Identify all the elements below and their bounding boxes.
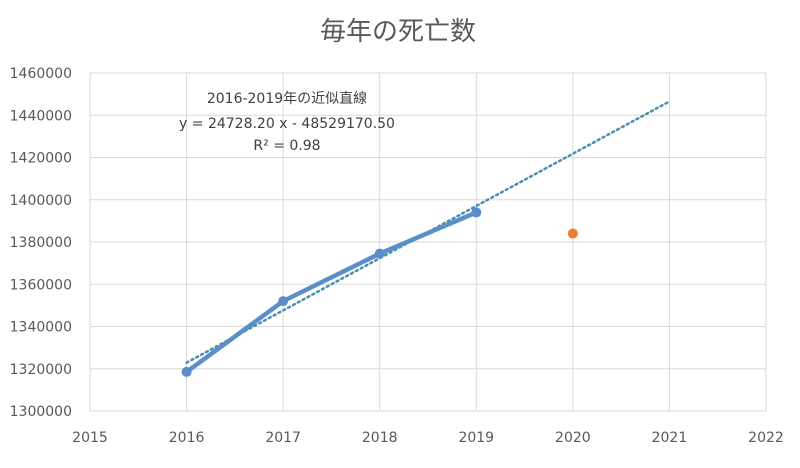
x-tick-label: 2019 xyxy=(458,430,494,446)
grid xyxy=(89,72,767,412)
x-tick-label: 2017 xyxy=(265,430,301,446)
data-point xyxy=(181,366,192,377)
data-point xyxy=(278,296,289,307)
x-axis-ticks: 2015 2016 2017 2018 2019 2020 2021 2022 xyxy=(72,430,784,446)
x-tick-label: 2015 xyxy=(72,430,108,446)
trendline-annotation: 2016-2019年の近似直線 y = 24728.20 x - 4852917… xyxy=(179,90,395,154)
series-layer xyxy=(181,207,578,377)
y-tick-label: 1380000 xyxy=(10,235,72,251)
chart-title: 毎年の死亡数 xyxy=(320,17,476,47)
y-axis-ticks: 1300000 1320000 1340000 1360000 1380000 14000… xyxy=(10,66,72,420)
y-tick-label: 1360000 xyxy=(10,277,72,293)
y-tick-label: 1320000 xyxy=(10,362,72,378)
y-tick-label: 1440000 xyxy=(10,108,72,124)
y-tick-label: 1420000 xyxy=(10,151,72,167)
x-tick-label: 2020 xyxy=(555,430,591,446)
annotation-line-1: 2016-2019年の近似直線 xyxy=(207,90,367,107)
y-tick-label: 1460000 xyxy=(10,66,72,82)
data-point xyxy=(471,207,482,218)
annotation-line-3: R² = 0.98 xyxy=(253,138,320,154)
y-tick-label: 1340000 xyxy=(10,320,72,336)
x-tick-label: 2018 xyxy=(362,430,398,446)
x-tick-label: 2021 xyxy=(652,430,688,446)
x-tick-label: 2022 xyxy=(748,430,784,446)
y-tick-label: 1400000 xyxy=(10,193,72,209)
x-tick-label: 2016 xyxy=(169,430,205,446)
annotation-line-2: y = 24728.20 x - 48529170.50 xyxy=(179,116,395,132)
data-point xyxy=(567,228,578,239)
y-tick-label: 1300000 xyxy=(10,404,72,420)
series-line xyxy=(184,210,479,375)
data-point xyxy=(374,248,385,259)
